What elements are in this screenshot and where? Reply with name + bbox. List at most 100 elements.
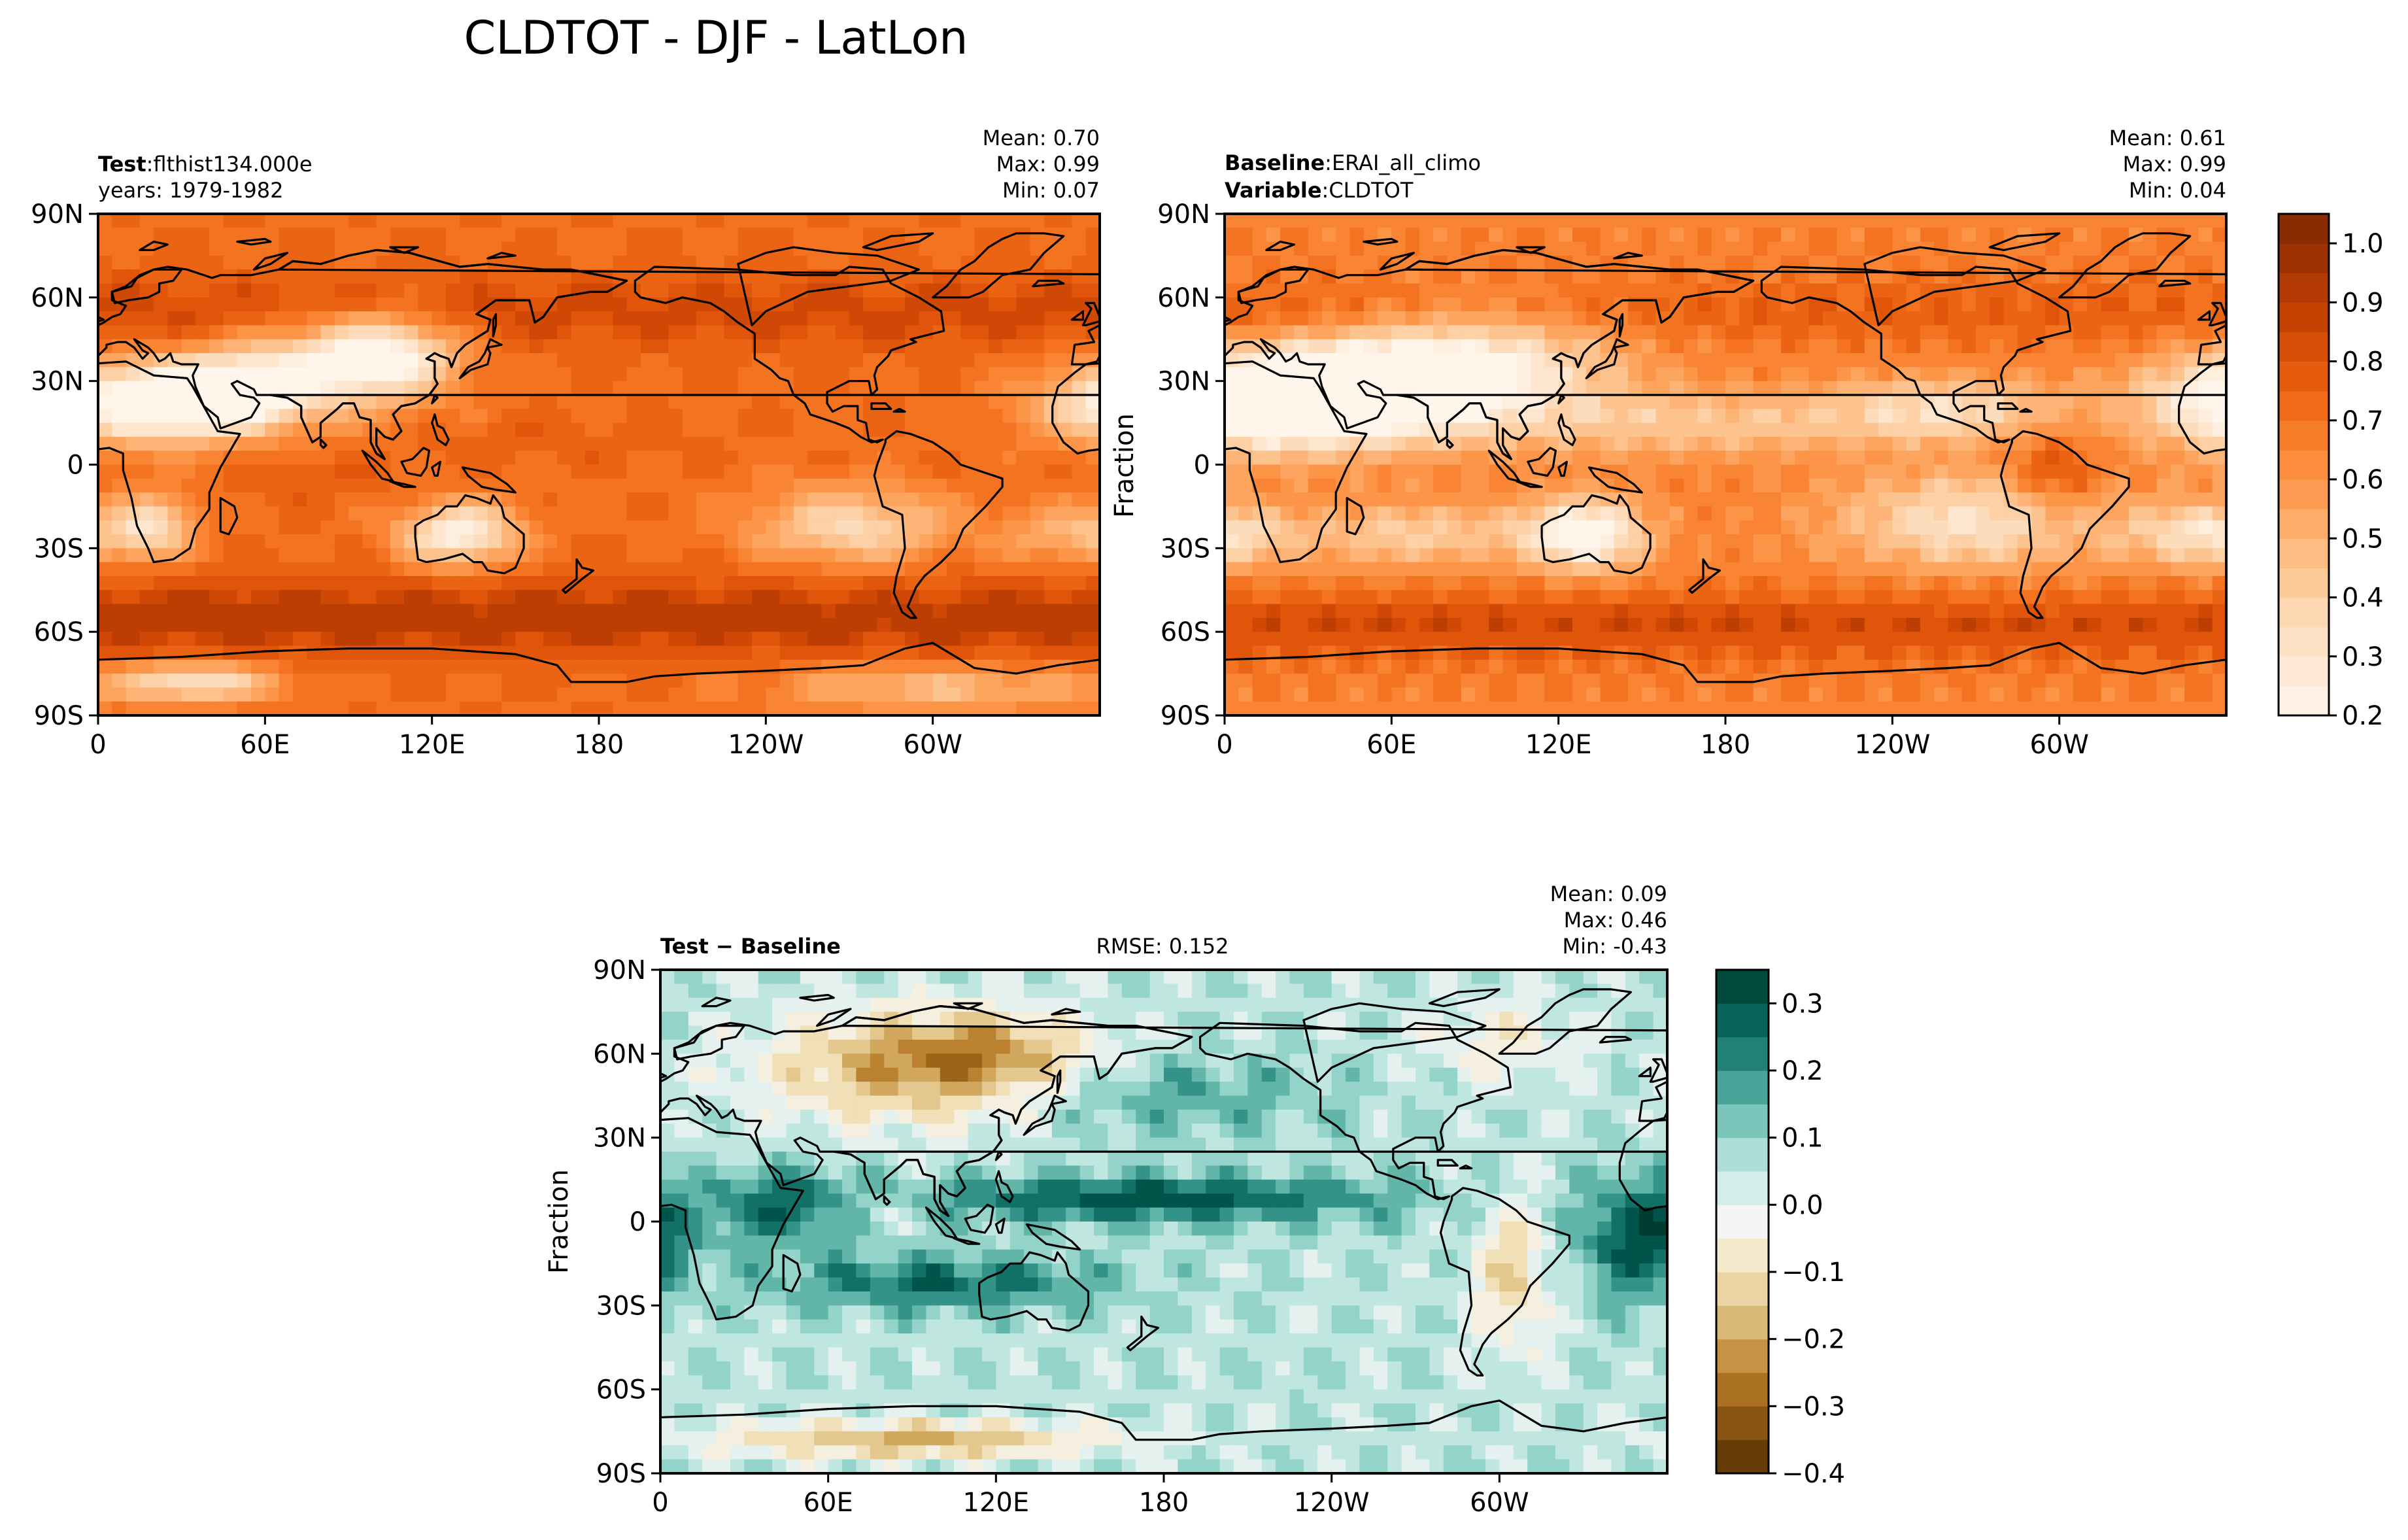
field-cell [320,228,335,243]
field-cell [710,701,725,715]
field-cell [265,632,280,647]
field-cell [2017,325,2032,340]
field-cell [1572,422,1587,437]
field-cell [1433,422,1448,437]
field-cell [1822,409,1837,424]
field-cell [1948,548,1963,563]
field-cell [974,645,989,660]
field-cell [1489,562,1504,577]
field-cell [835,451,850,466]
field-cell [515,464,530,479]
field-cell [473,617,488,632]
field-cell [1781,241,1796,256]
field-cell [292,520,307,535]
field-cell [1058,617,1073,632]
field-cell [334,604,349,619]
field-cell [195,339,210,354]
field-cell [2073,506,2088,521]
field-cell [1684,520,1699,535]
field-cell [696,562,711,577]
field-cell [1697,617,1712,632]
field-cell [1753,422,1768,437]
field-cell [905,492,920,507]
field-cell [2003,534,2018,549]
field-cell [1336,339,1351,354]
field-cell [1628,604,1643,619]
field-cell [2170,394,2185,409]
field-cell [1906,604,1921,619]
field-cell [1043,701,1059,715]
field-cell [2212,520,2226,535]
field-cell [710,367,725,382]
field-cell [98,228,112,243]
field-cell [445,548,460,563]
field-cell [793,297,808,312]
field-cell [557,436,572,451]
field-cell [1058,632,1073,647]
field-cell [1544,409,1559,424]
field-cell [126,617,141,632]
field-cell [1030,367,1045,382]
field-cell [515,283,530,298]
field-cell [1308,659,1323,674]
field-cell [1266,228,1281,243]
field-cell [1433,492,1448,507]
field-cell [320,590,335,605]
field-cell [974,575,989,590]
field-cell [2101,492,2116,507]
field-cell [988,617,1003,632]
field-cell [932,674,947,689]
field-cell [98,520,112,535]
field-cell [404,687,419,702]
field-cell [1447,297,1462,312]
field-cell [460,534,475,549]
field-cell [154,506,169,521]
field-cell [919,353,934,368]
field-cell [863,409,878,424]
field-cell [1864,492,1879,507]
field-cell [571,297,586,312]
field-cell [807,422,822,437]
field-cell [1642,381,1657,396]
field-cell [307,297,322,312]
field-cell [1531,659,1546,674]
field-cell [237,255,252,270]
field-cell [1308,409,1323,424]
field-cell [1837,409,1852,424]
field-cell [2073,409,2088,424]
field-cell [821,214,836,229]
field-cell [1822,269,1837,284]
field-cell [1391,548,1406,563]
field-cell [2073,339,2088,354]
field-cell [1544,311,1559,326]
field-cell [1072,283,1087,298]
field-cell [863,506,878,521]
field-cell [209,381,224,396]
field-cell [849,283,864,298]
field-cell [710,297,725,312]
field-cell [1321,492,1336,507]
field-cell [1934,451,1949,466]
field-cell [1655,394,1670,409]
field-cell [2017,617,2032,632]
field-cell [2073,353,2088,368]
field-cell [919,575,934,590]
field-cell [974,478,989,493]
field-cell [571,520,586,535]
field-cell [2156,214,2171,229]
field-cell [195,409,210,424]
field-cell [1934,645,1949,660]
field-cell [460,659,475,674]
field-cell [1864,214,1879,229]
field-cell [1266,436,1281,451]
field-cell [835,214,850,229]
field-cell [807,575,822,590]
field-cell [807,228,822,243]
field-cell [1767,283,1782,298]
field-cell [487,367,502,382]
field-cell [223,575,238,590]
field-cell [932,339,947,354]
field-cell [112,214,127,229]
field-cell [1252,409,1267,424]
field-cell [2017,464,2032,479]
